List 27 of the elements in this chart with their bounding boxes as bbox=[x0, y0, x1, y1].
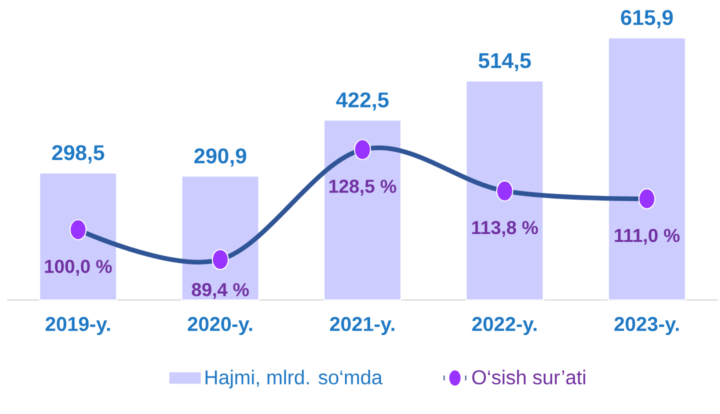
data-label: 100,0 % bbox=[45, 260, 112, 276]
x-tick-label: 2023-y. bbox=[614, 316, 679, 336]
point bbox=[354, 139, 372, 160]
x-tick-label: 2019-y. bbox=[46, 316, 110, 336]
data-label: 290,9 bbox=[194, 148, 246, 167]
legend-label: O‘sish sur’ati bbox=[472, 370, 586, 384]
data-label: 615,9 bbox=[620, 10, 673, 28]
legend-label: Hajmi, mlrd. so‘mda bbox=[206, 370, 383, 388]
data-label: 514,5 bbox=[478, 53, 531, 72]
bar bbox=[466, 80, 544, 301]
data-label: 422,5 bbox=[336, 92, 389, 111]
data-label: 298,5 bbox=[52, 145, 104, 164]
bar bbox=[181, 176, 260, 301]
data-label: 111,0 % bbox=[614, 228, 680, 245]
data-label: 128,5 % bbox=[329, 180, 396, 196]
bar bbox=[39, 172, 118, 301]
data-label: 89,4 % bbox=[192, 283, 249, 299]
point bbox=[496, 180, 514, 202]
point bbox=[212, 249, 229, 270]
point bbox=[70, 219, 87, 240]
x-tick-label: 2022-y. bbox=[472, 316, 536, 336]
point bbox=[638, 188, 656, 210]
x-tick-label: 2021-y. bbox=[330, 316, 394, 336]
x-tick-label: 2020-y. bbox=[188, 316, 252, 336]
bar bbox=[323, 120, 402, 301]
bar bbox=[608, 37, 686, 301]
data-label: 113,8 % bbox=[472, 220, 538, 237]
